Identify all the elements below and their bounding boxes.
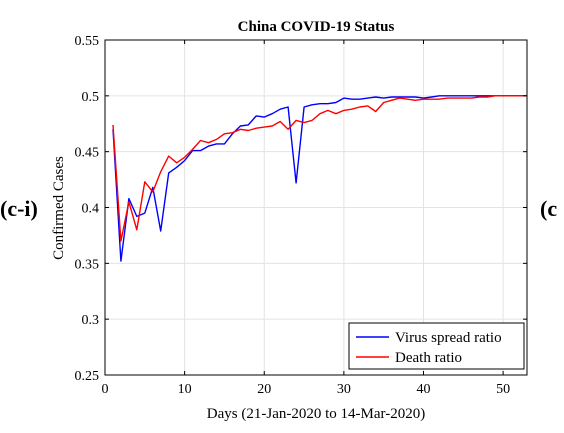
y-tick-label: 0.45 [75,146,100,161]
panel-label-left: (c-i) [0,196,38,221]
legend-label: Virus spread ratio [395,330,502,346]
x-tick-label: 20 [257,382,271,397]
x-tick-label: 40 [416,382,430,397]
y-tick-label: 0.55 [75,34,100,49]
legend-box [348,322,525,370]
y-axis-label: Confirmed Cases [51,156,67,260]
axis-ticks: 0 10 20 30 40 50 0.25 0.3 0.35 0.4 0.45 0.5 0.55 [75,34,527,397]
legend: Virus spread ratio Death ratio [348,322,525,370]
x-tick-label: 50 [496,382,510,397]
y-tick-label: 0.25 [75,369,100,384]
x-tick-label: 10 [178,382,192,397]
x-tick-label: 30 [337,382,351,397]
series-line-1 [112,95,527,262]
x-axis-label: Days (21-Jan-2020 to 14-Mar-2020) [207,406,425,422]
series-line-2 [112,95,527,242]
panel-label-right: (c [540,196,558,221]
y-tick-label: 0.3 [82,313,100,328]
series-layer [112,95,527,262]
y-tick-label: 0.4 [82,202,100,217]
chart-title: China COVID-19 Status [238,19,395,35]
y-tick-label: 0.5 [82,90,100,105]
y-tick-label: 0.35 [75,257,100,272]
x-tick-label: 0 [102,382,109,397]
legend-label: Death ratio [395,350,462,366]
